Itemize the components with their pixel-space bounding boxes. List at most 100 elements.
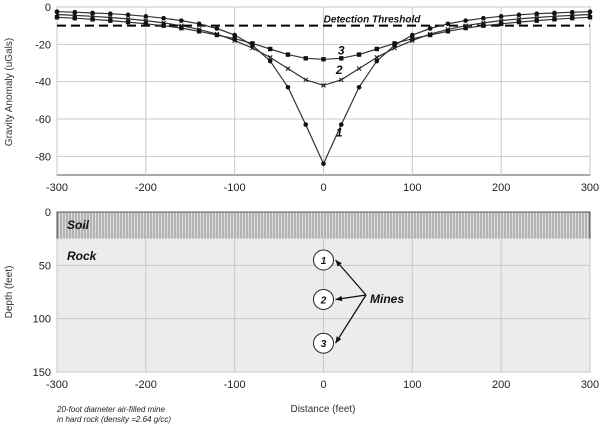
mine-1 [313,249,334,271]
series-1-label: 1 [336,126,343,140]
series-2-point [267,55,273,60]
series-3-point [268,46,273,52]
series-1-point [374,58,380,64]
mine-3-label: 3 [321,339,327,350]
top-x-tick-labels: -300 -200 -100 0 100 200 300 [46,182,599,194]
series-1-point [445,21,451,27]
series-3-point [498,21,504,26]
series-3-point [570,16,575,21]
gravity-anomaly-chart: -300 -200 -100 0 100 200 300 0 -20 -40 -60 -80 Gra… [4,2,599,194]
rock-layer-label: Rock [67,249,98,263]
series-1-point [72,9,78,15]
series-2-point [338,77,344,83]
series-3-point [196,29,202,34]
series-1-point [427,26,433,31]
top-y-tick-label: -20 [35,39,51,51]
bottom-x-tick-label: 100 [403,379,421,391]
series-2-point [392,45,397,51]
series-3-point [339,56,344,61]
mine-1-arrow [335,259,367,296]
series-1-point [356,84,362,90]
series-1-point [143,14,149,19]
series-1-point [125,12,131,18]
bottom-x-tick-label: 300 [581,379,599,391]
series-1-point [108,11,113,17]
bottom-y-tick-label: 100 [33,314,51,326]
series-1-point [179,18,184,23]
series-1-point [410,32,415,38]
bottom-x-tick-label: 200 [492,379,510,391]
bottom-y-axis-label: Depth (feet) [4,266,15,319]
bottom-x-tick-labels: -300 -200 -100 0 100 200 300 [46,379,599,391]
mine-1-label: 1 [321,256,327,267]
series-3-point [321,57,326,62]
series-1-point [196,21,202,27]
threshold-label: Detection Threshold [324,15,422,26]
series-1-point [534,11,539,17]
series-3-point [72,16,77,21]
series-1-point [498,14,504,19]
series-1-point [516,12,522,18]
series-1-point [285,84,291,90]
series-3-point [54,15,60,20]
top-x-tick-label: 100 [403,182,421,194]
top-x-tick-label: 300 [581,182,599,194]
top-y-tick-label: -40 [35,77,51,89]
cross-stroke [374,55,380,60]
note-line-1: 20-foot diameter air-filled mine [56,405,165,414]
mine-2-label: 2 [320,295,327,306]
series-3-point [90,17,95,22]
top-y-axis-label: Gravity Anomaly (uGals) [4,38,15,146]
mine-2 [313,288,334,310]
series-group: 1 2 3 [54,9,593,167]
series-3-point [552,17,557,22]
series-3-point [161,23,166,28]
top-x-tick-label: -200 [135,182,157,194]
series-2-point [356,66,362,71]
series-3-point [143,21,149,26]
series-1-point [338,122,344,127]
series-3-point [427,32,433,38]
series-1-point [481,15,486,21]
series-1-point [161,15,166,21]
bottom-x-tick-label: -200 [135,379,157,391]
series-3-point [179,25,184,31]
top-x-tick-label: 0 [320,182,326,194]
cross-stroke [356,66,362,71]
series-1-point [303,122,309,127]
cross-stroke [285,66,291,71]
series-3-point [587,15,593,20]
series-1-point [267,58,273,64]
note-line-2: in hard rock (density =2.64 g/cc) [57,415,171,424]
series-3-point [481,23,486,28]
top-x-tick-label: 200 [492,182,510,194]
series-1-point [552,10,557,16]
top-x-tick-label: -100 [224,182,246,194]
mines-label: Mines [370,292,404,306]
bottom-y-tick-label: 150 [33,367,51,379]
series-1-point [569,9,575,15]
series-3-point [392,41,397,46]
series-2-point [321,83,326,88]
top-grid [56,6,591,175]
series-1-point [90,10,95,16]
series-1-point [232,32,237,38]
series-3-point [108,18,113,23]
series-3-point [516,19,522,25]
series-2-point [374,55,380,60]
top-y-tick-label: 0 [45,2,51,14]
soil-layer [57,212,590,239]
cross-stroke [303,77,309,83]
series-3-point [303,56,308,61]
mines-group: 1 2 3 [313,249,367,354]
series-3-point [356,52,362,57]
bottom-x-tick-label: -100 [224,379,246,391]
top-y-tick-label: -60 [35,114,51,126]
cross-stroke [250,45,255,51]
top-y-tick-labels: 0 -20 -40 -60 -80 [35,2,51,163]
series-2-point [285,66,291,71]
series-3-point [410,36,415,41]
series-2-label: 2 [335,63,343,77]
cross-stroke [321,83,326,88]
